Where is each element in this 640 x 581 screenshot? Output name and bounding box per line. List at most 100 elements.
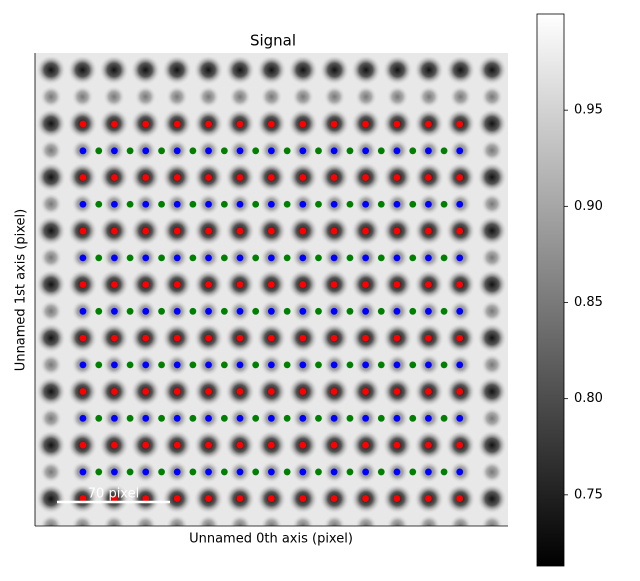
atom-marker <box>362 281 370 288</box>
atom-marker <box>205 334 212 342</box>
x-axis-label: Unnamed 0th axis (pixel) <box>189 532 353 547</box>
atom-marker <box>330 254 338 262</box>
atom-marker <box>111 147 118 155</box>
atom-marker <box>299 307 307 315</box>
atom-marker <box>173 200 181 208</box>
atom-marker <box>283 200 291 208</box>
atom-marker <box>393 120 401 128</box>
atom-marker <box>330 334 338 342</box>
atom-marker <box>283 361 291 369</box>
atom-marker <box>362 468 370 476</box>
atom-marker <box>79 147 87 155</box>
atom-marker <box>425 495 432 502</box>
atom-marker <box>267 468 275 476</box>
atom-marker <box>95 200 103 208</box>
atom-marker <box>205 307 212 315</box>
atom-marker <box>126 361 134 369</box>
atom-marker <box>267 495 275 502</box>
atom-marker <box>205 227 212 235</box>
atom-marker <box>299 200 307 208</box>
atom-marker <box>377 414 385 422</box>
atom-marker <box>409 147 417 155</box>
atom-marker <box>79 174 87 181</box>
atom-marker <box>79 361 87 369</box>
atom-marker <box>252 200 260 208</box>
atom-marker <box>95 147 103 155</box>
atom-marker <box>393 361 401 369</box>
scale-bar-label: 70 pixel <box>88 487 139 502</box>
atom-marker <box>158 468 165 476</box>
atom-marker <box>220 147 228 155</box>
atom-marker <box>299 254 307 262</box>
atom-marker <box>142 254 150 262</box>
atom-marker <box>330 361 338 369</box>
atom-marker <box>456 334 464 342</box>
chart-title: Signal <box>250 32 296 50</box>
atom-marker <box>330 147 338 155</box>
atom-marker <box>440 147 448 155</box>
atom-marker <box>111 307 118 315</box>
atom-marker <box>283 254 291 262</box>
colorbar-tick-label: 0.80 <box>574 391 603 406</box>
atom-marker <box>142 334 150 342</box>
atom-marker <box>456 388 464 395</box>
atom-marker <box>330 495 338 502</box>
atom-marker <box>267 414 275 422</box>
atom-marker <box>142 388 150 395</box>
atom-marker <box>205 441 212 449</box>
atom-marker <box>346 147 354 155</box>
atom-marker <box>315 307 322 315</box>
atom-marker <box>267 120 275 128</box>
atom-marker <box>205 254 212 262</box>
atom-marker <box>409 414 417 422</box>
colorbar-tick-label: 0.95 <box>574 103 603 118</box>
atom-marker <box>299 174 307 181</box>
atom-marker <box>158 200 165 208</box>
atom-marker <box>393 200 401 208</box>
atom-marker <box>189 147 197 155</box>
atom-marker <box>330 468 338 476</box>
atom-marker <box>377 468 385 476</box>
atom-marker <box>409 307 417 315</box>
atom-marker <box>79 414 87 422</box>
atom-marker <box>252 361 260 369</box>
atom-marker <box>283 414 291 422</box>
atom-marker <box>393 468 401 476</box>
atom-marker <box>158 414 165 422</box>
atom-marker <box>315 200 322 208</box>
atom-marker <box>79 200 87 208</box>
atom-marker <box>205 361 212 369</box>
atom-marker <box>330 388 338 395</box>
atom-marker <box>299 361 307 369</box>
atom-marker <box>205 174 212 181</box>
atom-marker <box>189 468 197 476</box>
atom-marker <box>267 281 275 288</box>
atom-marker <box>456 307 464 315</box>
atom-marker <box>173 441 181 449</box>
atom-marker <box>362 441 370 449</box>
atom-marker <box>189 361 197 369</box>
atom-marker <box>456 120 464 128</box>
atom-marker <box>236 281 244 288</box>
atom-marker <box>142 414 150 422</box>
atom-marker <box>236 495 244 502</box>
atom-marker <box>79 495 87 502</box>
atom-marker <box>205 147 212 155</box>
atom-marker <box>346 307 354 315</box>
atom-marker <box>393 414 401 422</box>
atom-marker <box>330 281 338 288</box>
atom-marker <box>173 147 181 155</box>
atom-marker <box>189 307 197 315</box>
atom-marker <box>409 361 417 369</box>
atom-marker <box>267 307 275 315</box>
atom-marker <box>173 307 181 315</box>
atom-marker <box>330 227 338 235</box>
atom-marker <box>393 147 401 155</box>
atom-marker <box>79 334 87 342</box>
atom-marker <box>456 254 464 262</box>
atom-marker <box>346 200 354 208</box>
atom-marker <box>440 200 448 208</box>
atom-marker <box>346 414 354 422</box>
atom-marker <box>456 414 464 422</box>
